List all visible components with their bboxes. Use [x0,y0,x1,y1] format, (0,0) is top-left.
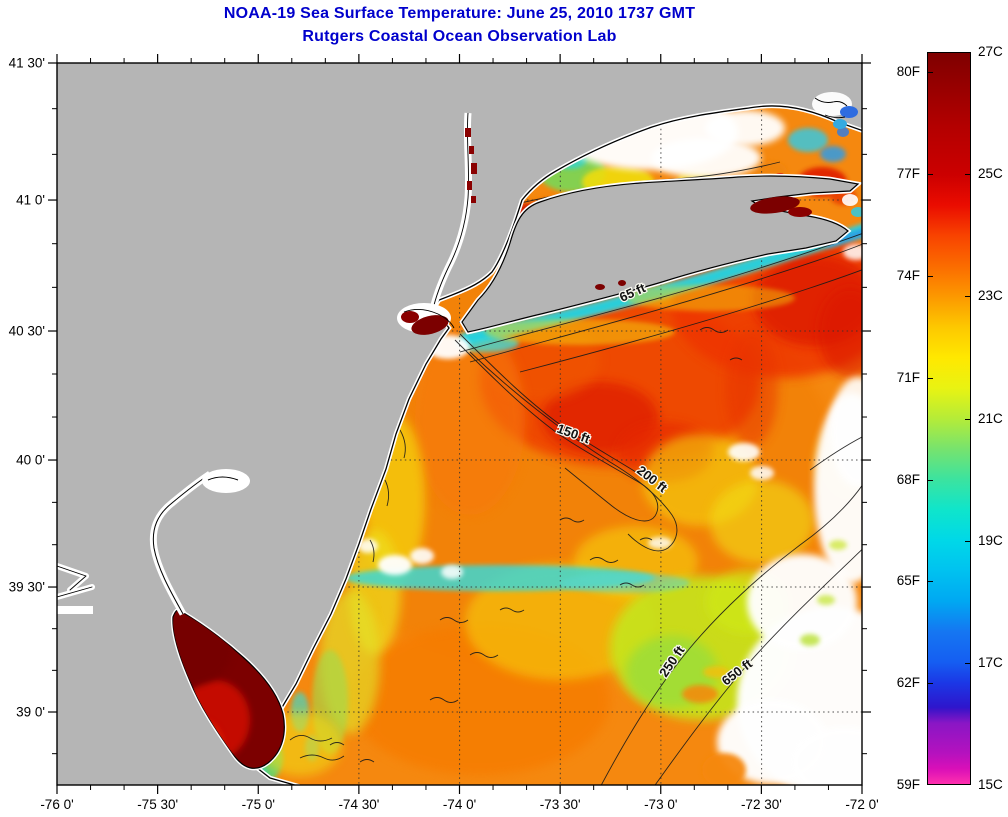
northeast-corner-detail [812,92,858,129]
colorbar-label-c: 19C [978,532,1003,548]
sst-color-field [245,105,862,785]
y-axis-labels: 41 30' 41 0' 40 30' 40 0' 39 30' 39 0' [9,56,45,720]
x-tick-label: -75 30' [137,797,178,812]
hudson-hot-spots [465,128,477,203]
y-tick-label: 40 30' [9,324,45,339]
hudson-river [430,112,477,306]
colorbar-tick [928,581,933,582]
colorbar-tick [965,419,970,420]
temperature-colorbar [927,52,971,785]
colorbar-tick [965,541,970,542]
colorbar-tick [928,72,933,73]
map-subtitle: Rutgers Coastal Ocean Observation Lab [302,28,617,45]
y-tick-label: 41 0' [16,193,45,208]
colorbar-label-f: 62F [896,675,920,691]
colorbar-label-f: 71F [896,369,920,385]
y-tick-label: 41 30' [9,56,45,71]
y-tick-label: 39 0' [16,705,45,720]
colorbar-tick [928,378,933,379]
mainland-coastline-line [250,105,862,785]
colorbar-label-c: 17C [978,654,1003,670]
delaware-river [149,469,250,616]
colorbar-tick [928,683,933,684]
colorbar-label-f: 74F [896,267,920,283]
y-tick-label: 40 0' [16,453,45,468]
map-plot-area: 65 ft 150 ft 200 ft 250 ft 650 ft [57,63,862,785]
colorbar-tick [928,174,933,175]
colorbar-label-f: 80F [896,64,920,80]
colorbar-label-f: 77F [896,166,920,182]
x-axis-labels: -76 0' -75 30' -75 0' -74 30' -74 0' -73 30' -… [40,797,878,812]
x-tick-label: -74 30' [338,797,379,812]
colorbar-tick [928,480,933,481]
map-title: NOAA-19 Sea Surface Temperature: June 25… [223,5,696,22]
colorbar-label-c: 27C [978,44,1003,59]
colorbar-label-f: 68F [896,471,920,487]
colorbar-tick [965,174,970,175]
peconic-bay-hot [750,196,800,214]
y-tick-label: 39 30' [9,580,45,595]
colorbar-label-c: 15C [978,777,1003,792]
x-tick-label: -72 30' [741,797,782,812]
colorbar-label-c: 23C [978,288,1003,304]
colorbar-label-c: 21C [978,410,1003,426]
colorbar-tick [965,296,970,297]
x-tick-label: -75 0' [242,797,275,812]
x-tick-label: -72 0' [845,797,878,812]
colorbar-tick [965,663,970,664]
x-tick-label: -76 0' [40,797,73,812]
x-tick-label: -73 30' [540,797,581,812]
colorbar-label-f: 59F [896,777,920,792]
long-island [459,173,862,335]
chesapeake-arms [57,563,95,614]
colorbar-label-f: 65F [896,573,920,589]
raritan-bay [397,303,455,335]
x-tick-label: -74 0' [443,797,476,812]
colorbar-tick [928,276,933,277]
colorbar-label-c: 25C [978,166,1003,182]
x-tick-label: -73 0' [644,797,677,812]
axis-ticks [48,54,871,794]
